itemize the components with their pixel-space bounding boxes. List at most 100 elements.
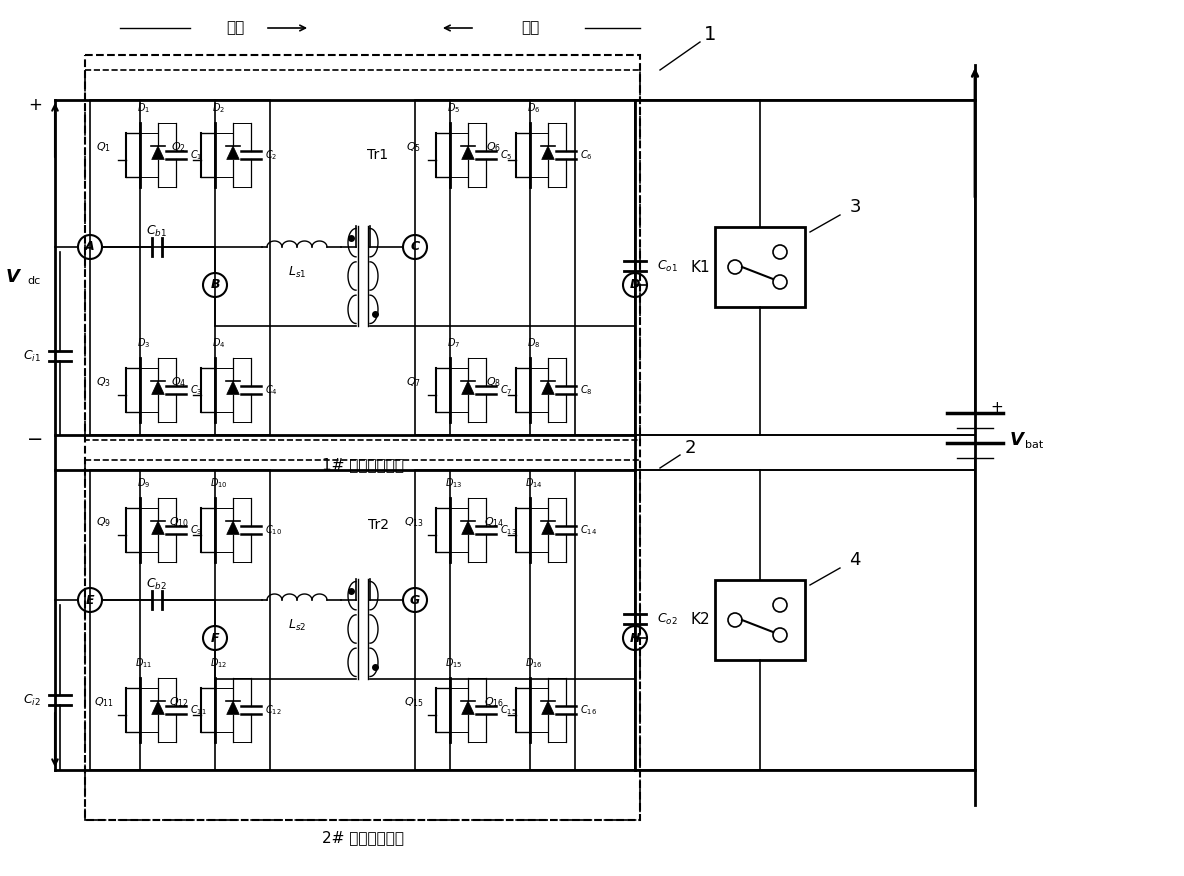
- Text: D$_7$: D$_7$: [448, 336, 461, 350]
- Text: C$_{14}$: C$_{14}$: [580, 523, 597, 537]
- Text: D$_{12}$: D$_{12}$: [211, 656, 227, 670]
- Text: C: C: [411, 241, 419, 253]
- Text: Q$_{15}$: Q$_{15}$: [404, 695, 424, 709]
- Text: −: −: [27, 430, 43, 449]
- Text: G: G: [410, 594, 420, 606]
- Text: F: F: [211, 632, 219, 645]
- Text: C$_{o1}$: C$_{o1}$: [657, 258, 678, 273]
- Text: C$_{11}$: C$_{11}$: [189, 703, 207, 717]
- Bar: [715, 227, 805, 307]
- Bar: [85, 460, 641, 820]
- Text: Q$_4$: Q$_4$: [172, 375, 187, 389]
- Text: 1# 双有源桥电路: 1# 双有源桥电路: [322, 457, 404, 472]
- Text: V: V: [1010, 431, 1024, 449]
- Text: D$_{10}$: D$_{10}$: [210, 477, 229, 490]
- Text: C$_4$: C$_4$: [265, 383, 278, 397]
- Polygon shape: [226, 381, 239, 394]
- Text: D$_6$: D$_6$: [527, 102, 541, 115]
- Text: Q$_5$: Q$_5$: [406, 140, 422, 154]
- Text: C$_2$: C$_2$: [265, 148, 277, 162]
- Text: C$_{10}$: C$_{10}$: [265, 523, 282, 537]
- Bar: [416, 100, 635, 435]
- Text: Q$_{10}$: Q$_{10}$: [169, 515, 189, 529]
- Polygon shape: [542, 381, 554, 394]
- Text: Tr2: Tr2: [367, 518, 388, 532]
- Text: bat: bat: [1025, 440, 1043, 450]
- Text: C$_8$: C$_8$: [580, 383, 593, 397]
- Text: 放电: 放电: [521, 20, 539, 36]
- Polygon shape: [152, 146, 165, 159]
- Text: Q$_3$: Q$_3$: [96, 375, 111, 389]
- Text: C$_{b2}$: C$_{b2}$: [147, 576, 167, 591]
- Bar: [90, 100, 270, 435]
- Polygon shape: [152, 381, 165, 394]
- Text: C$_1$: C$_1$: [189, 148, 202, 162]
- Text: D$_8$: D$_8$: [527, 336, 541, 350]
- Polygon shape: [462, 146, 475, 159]
- Text: D$_3$: D$_3$: [137, 336, 150, 350]
- Bar: [85, 55, 641, 820]
- Polygon shape: [226, 521, 239, 534]
- Text: C$_6$: C$_6$: [580, 148, 593, 162]
- Text: 充电: 充电: [226, 20, 244, 36]
- Text: D$_{11}$: D$_{11}$: [135, 656, 153, 670]
- Text: D$_5$: D$_5$: [448, 102, 461, 115]
- Polygon shape: [462, 701, 475, 715]
- Text: Q$_{14}$: Q$_{14}$: [484, 515, 504, 529]
- Text: C$_{15}$: C$_{15}$: [500, 703, 517, 717]
- Text: C$_{12}$: C$_{12}$: [265, 703, 282, 717]
- Text: Q$_8$: Q$_8$: [487, 375, 502, 389]
- Text: V: V: [6, 268, 20, 286]
- Text: C$_{i2}$: C$_{i2}$: [22, 692, 41, 708]
- Text: dc: dc: [27, 276, 40, 286]
- Text: Tr1: Tr1: [367, 148, 388, 162]
- Text: D$_{15}$: D$_{15}$: [445, 656, 463, 670]
- Text: D$_1$: D$_1$: [137, 102, 150, 115]
- Polygon shape: [226, 701, 239, 715]
- Text: 2: 2: [684, 439, 696, 457]
- Polygon shape: [226, 146, 239, 159]
- Text: Q$_{12}$: Q$_{12}$: [169, 695, 189, 709]
- Text: Q$_7$: Q$_7$: [406, 375, 422, 389]
- Text: D$_{13}$: D$_{13}$: [445, 477, 463, 490]
- Text: H: H: [630, 632, 641, 645]
- Text: K1: K1: [690, 259, 710, 274]
- Polygon shape: [462, 521, 475, 534]
- Text: C$_{16}$: C$_{16}$: [580, 703, 597, 717]
- Text: Q$_{11}$: Q$_{11}$: [94, 695, 114, 709]
- Bar: [85, 70, 641, 440]
- Text: B: B: [211, 279, 220, 292]
- Polygon shape: [542, 521, 554, 534]
- Text: Q$_6$: Q$_6$: [487, 140, 502, 154]
- Text: C$_{i1}$: C$_{i1}$: [22, 349, 41, 364]
- Polygon shape: [542, 701, 554, 715]
- Polygon shape: [462, 381, 475, 394]
- Text: D$_9$: D$_9$: [137, 477, 150, 490]
- Text: Q$_9$: Q$_9$: [96, 515, 111, 529]
- Polygon shape: [152, 521, 165, 534]
- Text: C$_{13}$: C$_{13}$: [500, 523, 517, 537]
- Text: D$_{14}$: D$_{14}$: [525, 477, 543, 490]
- Text: 4: 4: [849, 551, 861, 569]
- Text: 2# 双有源桥电路: 2# 双有源桥电路: [322, 830, 404, 845]
- Text: Q$_1$: Q$_1$: [96, 140, 111, 154]
- Text: C$_{o2}$: C$_{o2}$: [657, 611, 677, 626]
- Polygon shape: [542, 146, 554, 159]
- Text: D$_4$: D$_4$: [212, 336, 226, 350]
- Bar: [416, 470, 635, 770]
- Text: Q$_2$: Q$_2$: [172, 140, 187, 154]
- Text: D$_2$: D$_2$: [212, 102, 226, 115]
- Text: +: +: [990, 399, 1003, 414]
- Text: A: A: [85, 241, 95, 253]
- Text: L$_{s2}$: L$_{s2}$: [288, 618, 307, 633]
- Text: E: E: [85, 594, 95, 606]
- Text: D$_{16}$: D$_{16}$: [525, 656, 543, 670]
- Text: Q$_{16}$: Q$_{16}$: [484, 695, 504, 709]
- Text: C$_9$: C$_9$: [189, 523, 202, 537]
- Text: D: D: [630, 279, 641, 292]
- Text: Q$_{13}$: Q$_{13}$: [404, 515, 424, 529]
- Text: C$_5$: C$_5$: [500, 148, 513, 162]
- Bar: [715, 580, 805, 660]
- Text: C$_3$: C$_3$: [189, 383, 202, 397]
- Text: C$_{b1}$: C$_{b1}$: [147, 223, 168, 238]
